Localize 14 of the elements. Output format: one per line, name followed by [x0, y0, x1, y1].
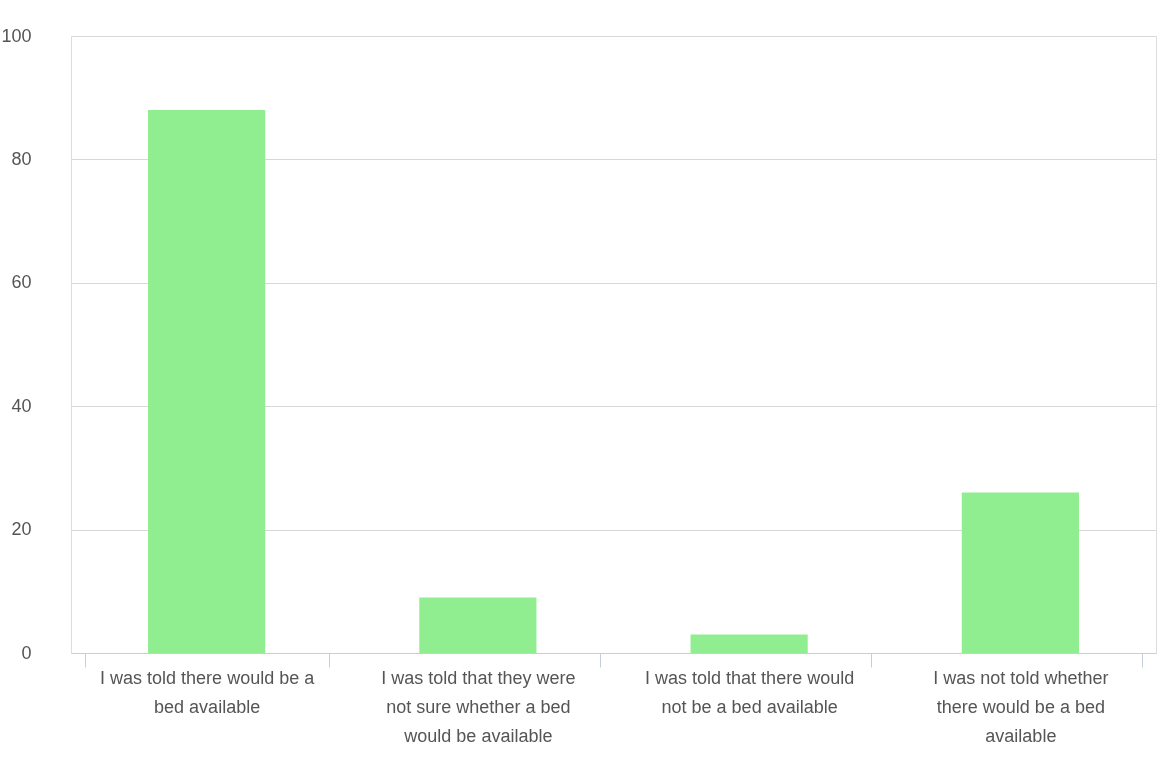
x-tick-label: I was told there would be a bed available	[100, 667, 316, 717]
bar	[690, 634, 808, 653]
y-tick-label: 100	[1, 25, 32, 46]
y-tick-label: 20	[11, 519, 32, 540]
bar	[961, 492, 1079, 653]
bar	[148, 110, 266, 653]
bar	[419, 597, 537, 653]
x-tick-label: I was told that there would not be a bed available	[645, 667, 855, 717]
y-tick-label: 80	[11, 148, 32, 169]
x-tick-label: I was not told whether there would be a bed available	[933, 667, 1109, 746]
y-tick-label: 40	[11, 395, 32, 416]
y-tick-label: 0	[21, 642, 32, 663]
x-tick-label: I was told that they were not sure whether a bed would be available	[381, 667, 576, 746]
y-tick-label: 60	[11, 272, 32, 293]
